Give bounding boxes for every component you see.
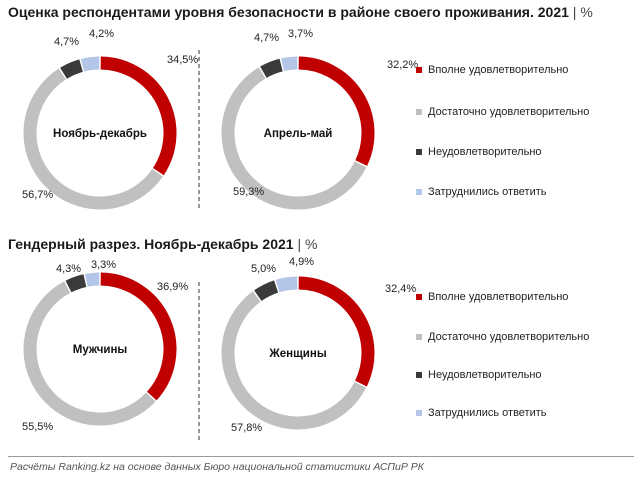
donut-segment-zatrud [281, 56, 298, 72]
donut-segment-zatrud [275, 276, 298, 293]
legend-item-vpolne: Вполне удовлетворительно [416, 291, 568, 303]
legend-item-zatrud: Затруднились ответить [416, 186, 547, 198]
donut-segment-neudovl [254, 280, 279, 302]
footer-divider [8, 456, 634, 457]
legend-label: Неудовлетворительно [428, 369, 542, 381]
legend-label: Вполне удовлетворительно [428, 64, 569, 76]
donut-segment-dostatochno [23, 281, 156, 426]
donut-center-label: Апрель-май [264, 128, 333, 140]
legend-label: Неудовлетворительно [428, 146, 542, 158]
donut-segment-vpolne [298, 276, 375, 387]
donut-segment-dostatochno [221, 291, 367, 430]
donut-segment-vpolne [100, 56, 177, 176]
legend-item-neudovl: Неудовлетворительно [416, 146, 542, 158]
data-label-zatrud: 3,3% [91, 259, 116, 271]
donut-segment-zatrud [80, 56, 100, 72]
section-title-2: Гендерный разрез. Ноябрь-декабрь 2021 | … [8, 236, 317, 252]
data-label-vpolne: 36,9% [157, 281, 188, 293]
data-label-zatrud: 4,2% [89, 28, 114, 40]
donut-center-label: Ноябрь-декабрь [53, 128, 147, 140]
legend-swatch-icon [416, 294, 422, 300]
section-title-1-unit: | % [572, 4, 593, 20]
donut-segment-vpolne [100, 272, 177, 401]
donut-segment-neudovl [260, 58, 283, 78]
legend-label: Вполне удовлетворительно [428, 291, 569, 303]
data-label-dostatochno: 55,5% [22, 421, 53, 433]
source-note: Расчёты Ranking.kz на основе данных Бюро… [10, 461, 424, 473]
data-label-vpolne: 34,5% [167, 54, 198, 66]
legend-swatch-icon [416, 109, 422, 115]
donut-segment-dostatochno [221, 67, 367, 210]
section-unit-1: % [580, 4, 593, 20]
donut-segment-dostatochno [23, 68, 163, 210]
section-title-2-unit: | % [297, 236, 318, 252]
donut-segment-vpolne [298, 56, 375, 166]
data-label-neudovl: 4,7% [254, 32, 279, 44]
legend-item-dostatochno: Достаточно удовлетворительно [416, 331, 589, 343]
legend-item-dostatochno: Достаточно удовлетворительно [416, 106, 589, 118]
data-label-zatrud: 3,7% [288, 28, 313, 40]
legend-swatch-icon [416, 189, 422, 195]
donut-segment-neudovl [65, 274, 87, 293]
donut-center-label: Женщины [268, 348, 326, 360]
donut-segment-neudovl [60, 59, 84, 79]
legend-label: Достаточно удовлетворительно [428, 106, 590, 118]
legend-swatch-icon [416, 372, 422, 378]
legend-swatch-icon [416, 410, 422, 416]
section-unit-2: % [305, 236, 318, 252]
section-title-1-text: Оценка респондентами уровня безопасности… [8, 4, 569, 20]
data-label-dostatochno: 59,3% [233, 186, 264, 198]
data-label-zatrud: 4,9% [289, 256, 314, 268]
data-label-vpolne: 32,2% [387, 59, 418, 71]
data-label-dostatochno: 56,7% [22, 189, 53, 201]
legend-label: Достаточно удовлетворительно [428, 331, 590, 343]
legend-item-neudovl: Неудовлетворительно [416, 369, 542, 381]
donut-segment-zatrud [85, 272, 100, 287]
data-label-neudovl: 4,3% [56, 263, 81, 275]
section-title-1: Оценка респондентами уровня безопасности… [8, 4, 593, 20]
data-label-dostatochno: 57,8% [231, 422, 262, 434]
donut-center-label: Мужчины [73, 344, 128, 356]
legend-swatch-icon [416, 67, 422, 73]
legend-label: Затруднились ответить [428, 186, 547, 198]
legend-item-vpolne: Вполне удовлетворительно [416, 64, 568, 76]
legend-label: Затруднились ответить [428, 407, 547, 419]
data-label-neudovl: 5,0% [251, 263, 276, 275]
legend-swatch-icon [416, 149, 422, 155]
legend-swatch-icon [416, 334, 422, 340]
data-label-neudovl: 4,7% [54, 36, 79, 48]
section-title-2-text: Гендерный разрез. Ноябрь-декабрь 2021 [8, 236, 294, 252]
legend-item-zatrud: Затруднились ответить [416, 407, 547, 419]
data-label-vpolne: 32,4% [385, 283, 416, 295]
